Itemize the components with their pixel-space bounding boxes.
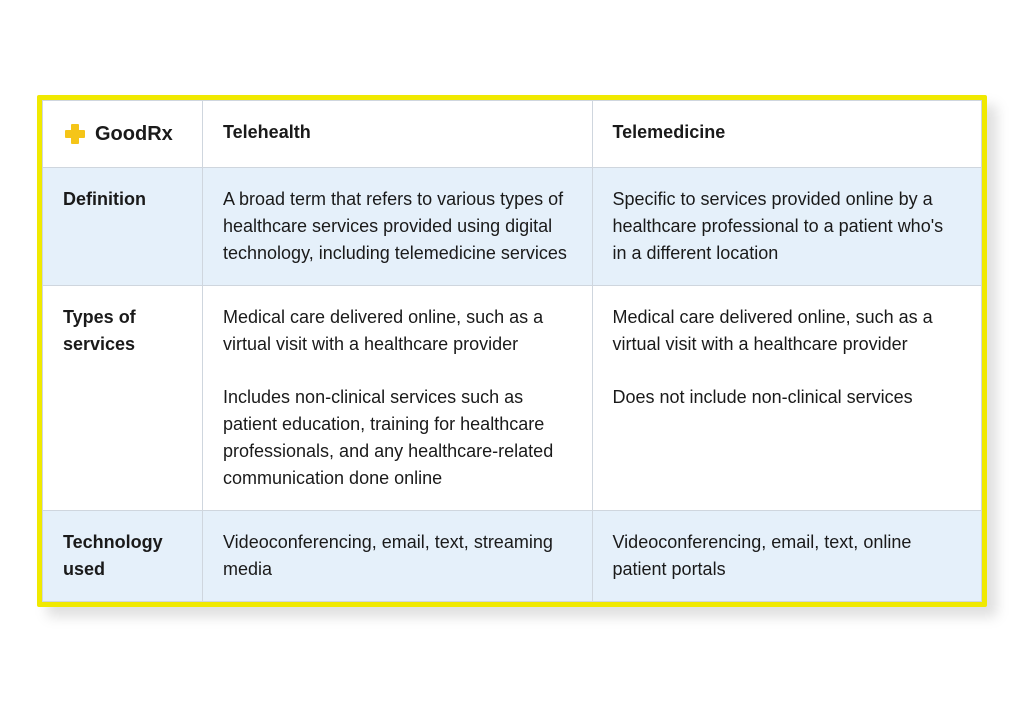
plus-icon bbox=[63, 122, 87, 146]
cell-text: A broad term that refers to various type… bbox=[223, 186, 572, 267]
cell-text: Videoconferencing, email, text, online p… bbox=[613, 529, 962, 583]
row-label: Technology used bbox=[43, 510, 203, 601]
cell-tech-telehealth: Videoconferencing, email, text, streamin… bbox=[203, 510, 593, 601]
cell-text: Videoconferencing, email, text, streamin… bbox=[223, 529, 572, 583]
cell-definition-telehealth: A broad term that refers to various type… bbox=[203, 167, 593, 285]
column-header-telemedicine: Telemedicine bbox=[592, 100, 982, 167]
header-row: GoodRx Telehealth Telemedicine bbox=[43, 100, 982, 167]
cell-text: Medical care delivered online, such as a… bbox=[613, 304, 962, 358]
row-types-of-services: Types of services Medical care delivered… bbox=[43, 285, 982, 510]
row-label: Definition bbox=[43, 167, 203, 285]
cell-text: Specific to services provided online by … bbox=[613, 186, 962, 267]
comparison-table: GoodRx Telehealth Telemedicine Definitio… bbox=[42, 100, 982, 602]
row-label: Types of services bbox=[43, 285, 203, 510]
cell-tech-telemedicine: Videoconferencing, email, text, online p… bbox=[592, 510, 982, 601]
cell-text: Does not include non-clinical services bbox=[613, 384, 962, 411]
highlight-border: GoodRx Telehealth Telemedicine Definitio… bbox=[37, 95, 987, 607]
table-container: GoodRx Telehealth Telemedicine Definitio… bbox=[37, 95, 987, 607]
brand-name: GoodRx bbox=[95, 119, 173, 149]
cell-text: Medical care delivered online, such as a… bbox=[223, 304, 572, 358]
cell-types-telemedicine: Medical care delivered online, such as a… bbox=[592, 285, 982, 510]
row-technology-used: Technology used Videoconferencing, email… bbox=[43, 510, 982, 601]
row-definition: Definition A broad term that refers to v… bbox=[43, 167, 982, 285]
cell-text: Includes non-clinical services such as p… bbox=[223, 384, 572, 492]
column-header-telehealth: Telehealth bbox=[203, 100, 593, 167]
logo-header-cell: GoodRx bbox=[43, 100, 203, 167]
cell-types-telehealth: Medical care delivered online, such as a… bbox=[203, 285, 593, 510]
cell-definition-telemedicine: Specific to services provided online by … bbox=[592, 167, 982, 285]
